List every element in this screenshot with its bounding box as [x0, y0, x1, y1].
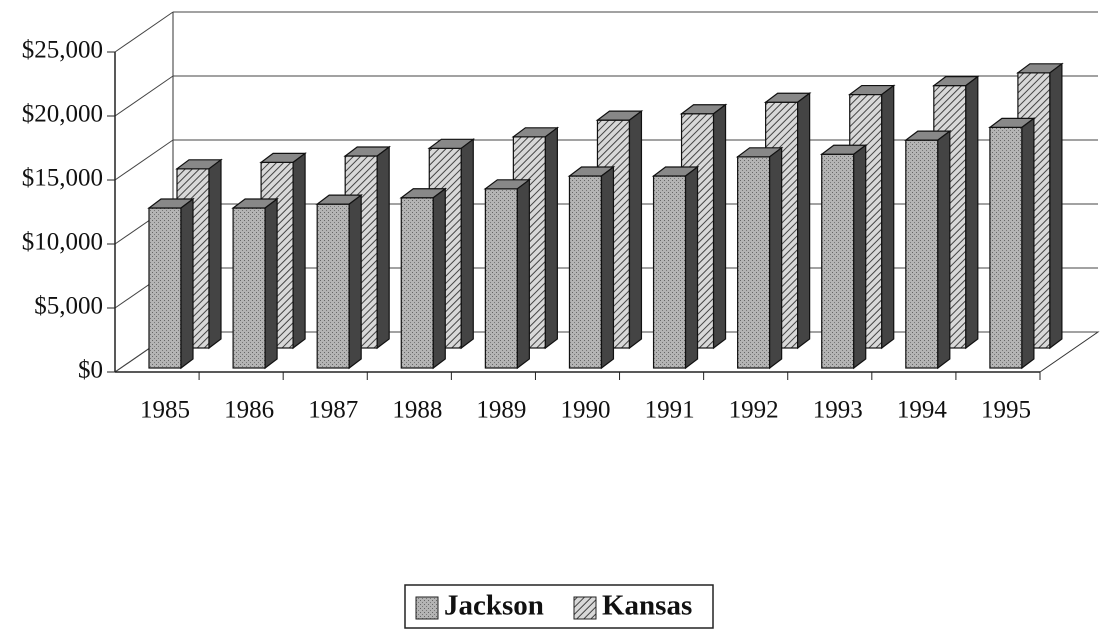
bar	[315, 193, 363, 370]
bar	[399, 187, 448, 370]
bar-front	[989, 126, 1023, 369]
bar-side	[600, 165, 615, 370]
bar-side	[965, 75, 979, 350]
bar-front	[484, 188, 518, 369]
x-tick-label: 1993	[813, 397, 863, 424]
bar	[735, 146, 784, 370]
bar-front	[316, 203, 350, 369]
y-tick-label: $0	[78, 357, 103, 384]
x-tick-label: 1990	[561, 397, 611, 424]
x-tick-label: 1985	[140, 397, 190, 424]
legend-box	[404, 584, 714, 629]
bar-side	[292, 152, 306, 350]
bar	[819, 144, 868, 370]
y-tick-label: $20,000	[22, 101, 103, 128]
x-tick-label: 1991	[645, 397, 695, 424]
bar-side	[516, 178, 530, 370]
bar-side	[769, 146, 783, 370]
bar-front	[652, 175, 687, 369]
bar-front	[232, 207, 266, 369]
bar-side	[1049, 62, 1063, 350]
bar-side	[937, 129, 951, 370]
x-tick-label: 1987	[308, 397, 358, 424]
bar-side	[797, 92, 811, 350]
bar-side	[208, 158, 222, 350]
bar	[231, 197, 279, 370]
y-tick-label: $10,000	[22, 229, 103, 256]
bar	[567, 165, 616, 370]
y-tick-label: $5,000	[34, 293, 103, 320]
x-tick-label: 1988	[392, 397, 442, 424]
legend-swatch	[415, 596, 439, 620]
x-tick-label: 1995	[981, 397, 1031, 424]
bar-side	[264, 197, 278, 370]
bar	[483, 178, 532, 370]
side-grid-line	[114, 139, 174, 181]
x-tick-label: 1994	[897, 397, 948, 424]
bar-side	[460, 138, 474, 350]
bar-side	[432, 187, 446, 370]
bar-side	[881, 84, 895, 350]
y-tick-label: $25,000	[22, 37, 103, 64]
bar-side	[712, 103, 727, 350]
bar	[904, 129, 952, 370]
bar-side	[853, 144, 867, 370]
legend: Jackson Kansas	[404, 584, 714, 629]
legend-swatch	[573, 596, 597, 620]
bar-side	[684, 165, 699, 370]
bar-side	[1021, 117, 1035, 370]
bar-front	[568, 175, 603, 369]
legend-label: Kansas	[602, 590, 692, 622]
bar-front	[148, 207, 182, 369]
y-tick-label: $15,000	[22, 165, 103, 192]
side-grid-line	[114, 75, 174, 117]
legend-label: Jackson	[444, 590, 544, 622]
bar-side	[180, 197, 194, 370]
bar-front	[400, 197, 434, 369]
bar-side	[628, 109, 643, 350]
bar	[988, 117, 1036, 370]
bar-side	[376, 145, 390, 350]
bar	[651, 165, 700, 370]
side-grid-line	[114, 11, 174, 53]
bar-side	[348, 193, 362, 370]
bar-front	[905, 139, 939, 369]
x-tick-label: 1986	[224, 397, 274, 424]
x-tick-label: 1989	[476, 397, 526, 424]
bar	[147, 197, 195, 370]
x-tick-label: 1992	[729, 397, 779, 424]
bar-front	[821, 153, 855, 369]
bar-side	[544, 126, 558, 350]
bar-front	[737, 156, 771, 369]
